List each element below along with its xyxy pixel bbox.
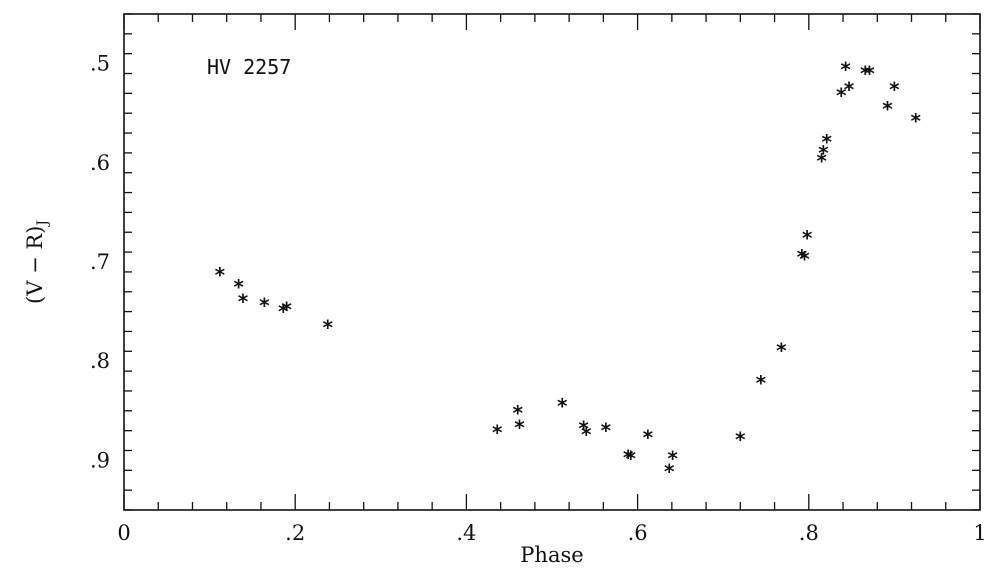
y-tick-label: .6 [90,151,110,175]
x-tick-label: .6 [628,521,648,545]
y-tick-label: .9 [90,448,110,472]
x-tick-label: .2 [285,521,305,545]
data-point: * [910,109,922,133]
data-point: * [816,149,828,173]
data-point: * [843,77,855,101]
data-point: * [233,275,245,299]
data-points: * ** * ********* *********************** [214,58,922,484]
data-point: * [512,401,524,425]
y-tick-label: .5 [90,52,110,76]
data-point: * [796,245,808,269]
data-point: * [882,97,894,121]
data-point: * [281,298,293,322]
data-point: * [277,300,289,324]
data-point: * [888,77,900,101]
chart-annotation: HV 2257 [207,55,291,79]
data-point: * [513,416,525,440]
data-point: * [667,446,679,470]
y-axis-label-main: (V − R) [23,226,47,304]
y-axis-label-subscript: J [35,220,51,228]
data-point: * [322,315,334,339]
x-tick-label: .8 [799,521,819,545]
tick-labels: 0 .2 .4 .6 .8 1 .5 .6 .7 .8 .9 [90,52,984,545]
x-axis-label: Phase [520,543,583,567]
data-point: * [622,445,634,469]
data-point: * [801,226,813,250]
data-point: * [835,83,847,107]
data-point: * [491,421,503,445]
x-tick-label: .4 [456,521,476,545]
data-point: * [578,417,590,441]
x-tick-label: 1 [973,521,984,545]
data-point: * [625,446,637,470]
data-point: * [775,338,787,362]
data-point: * [734,428,746,452]
data-point: * [821,130,833,154]
data-point: * [817,141,829,165]
x-tick-label: 0 [117,521,130,545]
data-point: * [798,247,810,271]
data-point: * [840,58,852,82]
y-axis-label-group: (V − R)J [23,220,51,304]
y-axis-label: (V − R)J [23,220,51,304]
data-point: * [556,394,568,418]
y-tick-label: .8 [90,349,110,373]
data-point: * [258,294,270,318]
data-point: * [864,62,876,86]
data-point: * [214,263,226,287]
y-tick-label: .7 [90,250,110,274]
data-point: * [859,62,871,86]
data-point: * [580,423,592,447]
data-point: * [663,459,675,483]
data-point: * [642,426,654,450]
data-point: * [600,419,612,443]
data-point: * [755,371,767,395]
plot-frame [123,13,981,511]
data-point: * [237,290,249,314]
